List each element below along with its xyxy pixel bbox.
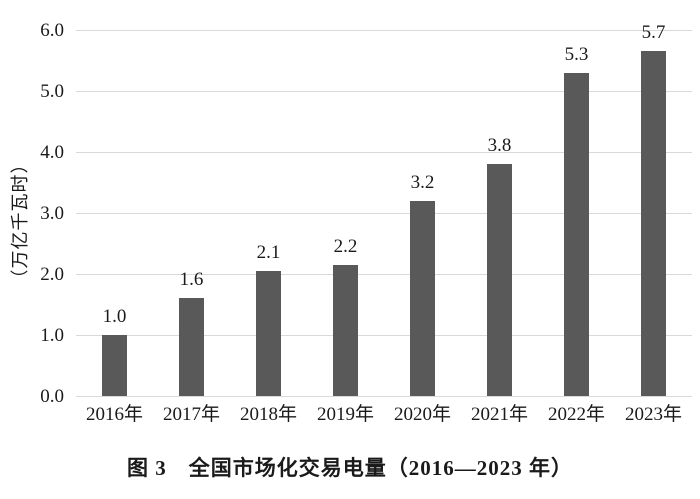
x-tick-label: 2016年 <box>85 404 144 425</box>
bar-value-label: 1.0 <box>102 306 127 327</box>
y-tick-label: 1.0 <box>40 325 64 346</box>
gridline <box>76 273 692 275</box>
y-tick-label: 5.0 <box>40 81 64 102</box>
x-tick-label: 2017年 <box>162 404 221 425</box>
gridline <box>76 151 692 153</box>
bar-value-label: 3.8 <box>487 135 512 157</box>
gridline <box>76 334 692 336</box>
bar <box>256 270 281 396</box>
x-tick-label: 2022年 <box>547 404 606 425</box>
gridline <box>76 29 692 31</box>
x-tick-label: 2019年 <box>316 404 375 425</box>
y-tick-label: 0.0 <box>40 386 64 407</box>
gridline <box>76 395 692 397</box>
gridline <box>76 212 692 214</box>
bar-value-label: 3.2 <box>410 171 435 193</box>
bar <box>410 200 435 396</box>
x-tick-label: 2021年 <box>470 404 529 425</box>
x-tick-label: 2018年 <box>239 404 298 425</box>
figure-caption: 图 3 全国市场化交易电量（2016—2023 年） <box>127 456 573 480</box>
bar-value-label: 5.3 <box>564 43 589 65</box>
gridline <box>76 90 692 92</box>
y-tick-label: 6.0 <box>40 20 64 41</box>
y-tick-label: 4.0 <box>40 142 64 163</box>
x-tick-label: 2023年 <box>624 404 683 425</box>
bar <box>641 51 666 396</box>
bar <box>564 72 589 396</box>
bar-value-label: 2.1 <box>256 241 281 263</box>
x-tick-label: 2020年 <box>393 404 452 425</box>
bar-value-label: 2.2 <box>333 235 358 257</box>
bar <box>179 298 204 396</box>
bar-value-label: 5.7 <box>641 22 666 44</box>
bar <box>487 164 512 396</box>
y-tick-label: 2.0 <box>40 264 64 285</box>
plot-area: 1.0 1.6 2.1 2.2 3.2 3.8 5.3 5.7 <box>76 23 692 397</box>
bar <box>333 264 358 396</box>
bar-value-label: 1.6 <box>179 269 204 291</box>
bar <box>102 335 127 396</box>
y-tick-label: 3.0 <box>40 203 64 224</box>
